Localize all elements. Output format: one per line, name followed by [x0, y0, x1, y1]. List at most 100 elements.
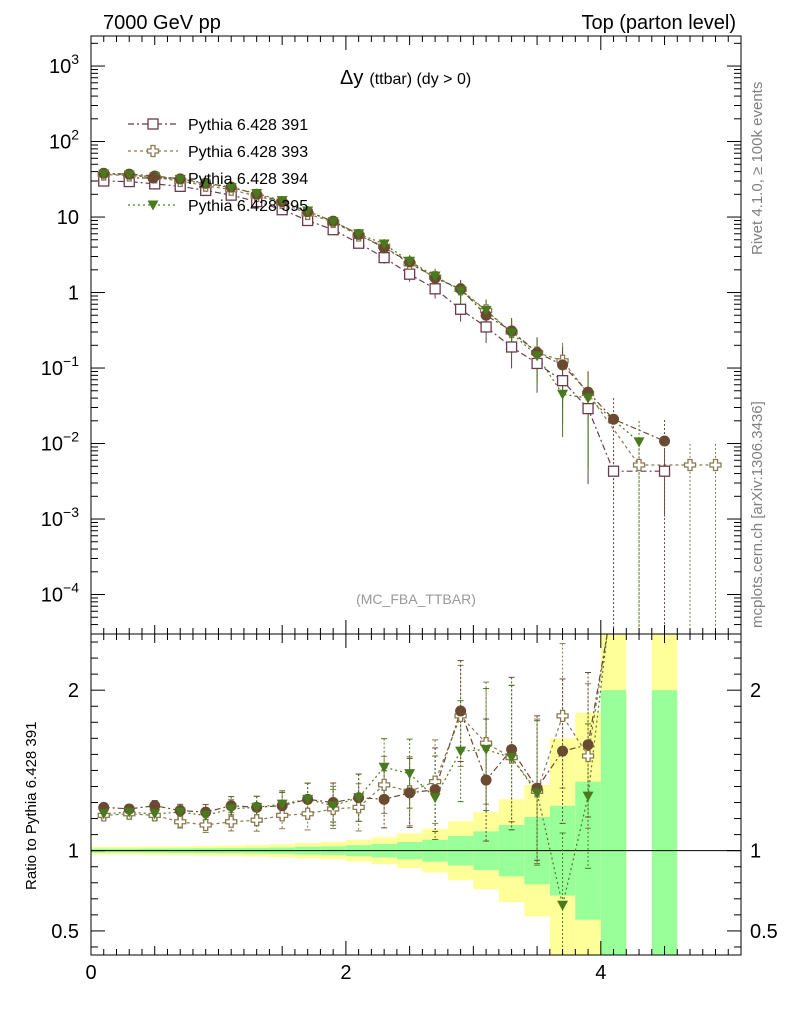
x-tick-label-0: 0 — [85, 962, 96, 984]
point-1-21 — [632, 458, 646, 472]
point-0-16 — [505, 341, 518, 353]
main-series-lines — [103, 172, 716, 472]
ratio-line-0 — [103, 633, 608, 826]
point-3-6 — [251, 189, 263, 200]
point-1-24 — [709, 458, 722, 472]
ratio-tick-label-right-2: 2 — [750, 680, 761, 702]
ratio-point-2-3 — [174, 807, 186, 818]
ratio-point-0-8 — [301, 807, 314, 820]
ratio-point-2-15 — [480, 745, 492, 756]
y-tick-label-6: 102 — [49, 127, 79, 154]
ratio-point-1-14 — [455, 705, 467, 717]
series-line-3 — [103, 173, 640, 443]
ratio-point-0-10 — [352, 801, 365, 814]
header-right: Top (parton level) — [581, 12, 736, 34]
point-3-19 — [582, 393, 594, 404]
ratio-point-2-8 — [302, 794, 314, 805]
ratio-point-2-2 — [149, 809, 161, 820]
point-0-15 — [480, 321, 492, 333]
ratio-point-1-19 — [582, 739, 594, 751]
ratio-point-0-11 — [377, 778, 391, 792]
series-line-2 — [103, 172, 665, 442]
ratio-point-2-7 — [276, 799, 288, 810]
ratio-point-2-19 — [582, 791, 594, 802]
point-3-16 — [506, 328, 518, 339]
point-3-9 — [327, 217, 339, 228]
y-tick-label-4: 1 — [68, 283, 79, 305]
legend-label-2: Pythia 6.428 394 — [188, 171, 308, 188]
ratio-point-0-5 — [225, 815, 238, 828]
point-0-14 — [454, 303, 467, 315]
ratio-point-2-4 — [200, 810, 212, 821]
ratio-point-2-13 — [429, 793, 441, 804]
point-0-13 — [429, 283, 441, 295]
point-3-3 — [174, 174, 186, 185]
point-2-22 — [659, 435, 671, 447]
point-3-5 — [225, 183, 237, 194]
ratio-markers — [97, 705, 595, 911]
ratio-point-2-0 — [98, 809, 110, 820]
ratio-point-1-18 — [557, 745, 569, 757]
ratio-series-lines — [103, 633, 608, 906]
ratio-point-1-2 — [149, 800, 161, 812]
axis-ticks — [90, 36, 741, 955]
y-tick-label-3: 10−1 — [41, 353, 79, 380]
watermark: (MC_FBA_TTBAR) — [356, 591, 476, 607]
x-tick-label-1: 2 — [340, 962, 351, 984]
y-tick-label-7: 103 — [49, 51, 79, 78]
y-tick-label-1: 10−3 — [41, 504, 79, 531]
ratio-point-0-4 — [199, 818, 212, 832]
ratio-point-2-18 — [557, 900, 569, 911]
y-tick-label-5: 10 — [57, 207, 79, 229]
main-plot-area — [97, 167, 722, 634]
plot-title-suffix: (ttbar) (dy > 0) — [369, 71, 471, 88]
legend-label-1: Pythia 6.428 393 — [188, 144, 308, 161]
plot-title-symbol: Δy — [340, 67, 363, 89]
ratio-point-2-14 — [455, 746, 467, 757]
y-tick-label-2: 10−2 — [41, 429, 79, 456]
mcplots-label: mcplots.cern.ch [arXiv:1306.3436] — [749, 401, 766, 628]
main-markers — [97, 167, 722, 477]
ratio-point-2-1 — [123, 807, 135, 818]
ratio-tick-label-right-1: 1 — [750, 841, 761, 863]
point-3-8 — [302, 206, 314, 217]
ratio-point-1-13 — [429, 784, 441, 796]
legend-label-0: Pythia 6.428 391 — [188, 117, 308, 134]
point-3-12 — [404, 256, 416, 267]
legend-marker-2 — [147, 172, 159, 184]
rivet-label: Rivet 4.1.0, ≥ 100k events — [749, 82, 766, 255]
series-line-1 — [103, 174, 716, 466]
point-0-18 — [556, 375, 569, 387]
ratio-band-green-21 — [651, 690, 678, 955]
ratio-y-label: Ratio to Pythia 6.428 391 — [23, 722, 40, 890]
y-tick-label-0: 10−4 — [41, 580, 79, 607]
point-0-19 — [582, 402, 594, 415]
legend-marker-1 — [146, 144, 160, 158]
header-left: 7000 GeV pp — [103, 12, 221, 34]
point-3-14 — [455, 286, 467, 297]
legend-marker-0 — [147, 118, 159, 130]
point-3-17 — [531, 351, 543, 362]
ratio-point-2-16 — [506, 753, 518, 764]
ratio-plot-area — [91, 633, 741, 956]
ratio-tick-label-left-2: 2 — [68, 680, 79, 702]
point-3-10 — [353, 229, 365, 240]
ratio-point-1-16 — [506, 744, 518, 756]
point-3-11 — [378, 239, 390, 250]
legend-label-3: Pythia 6.428 395 — [188, 198, 308, 215]
ratio-point-2-17 — [531, 788, 543, 799]
point-3-21 — [633, 437, 645, 448]
ratio-point-2-11 — [378, 762, 390, 773]
point-0-11 — [378, 251, 390, 264]
point-3-7 — [276, 196, 288, 207]
ratio-point-2-10 — [353, 793, 365, 804]
ratio-tick-label-left-0: 0.5 — [51, 921, 79, 943]
point-3-15 — [480, 305, 492, 316]
point-2-18 — [557, 359, 569, 371]
ratio-point-0-7 — [276, 809, 289, 822]
ratio-line-2 — [103, 633, 608, 906]
series-line-0 — [103, 180, 665, 472]
point-3-0 — [98, 169, 110, 180]
ratio-point-1-15 — [480, 774, 492, 786]
